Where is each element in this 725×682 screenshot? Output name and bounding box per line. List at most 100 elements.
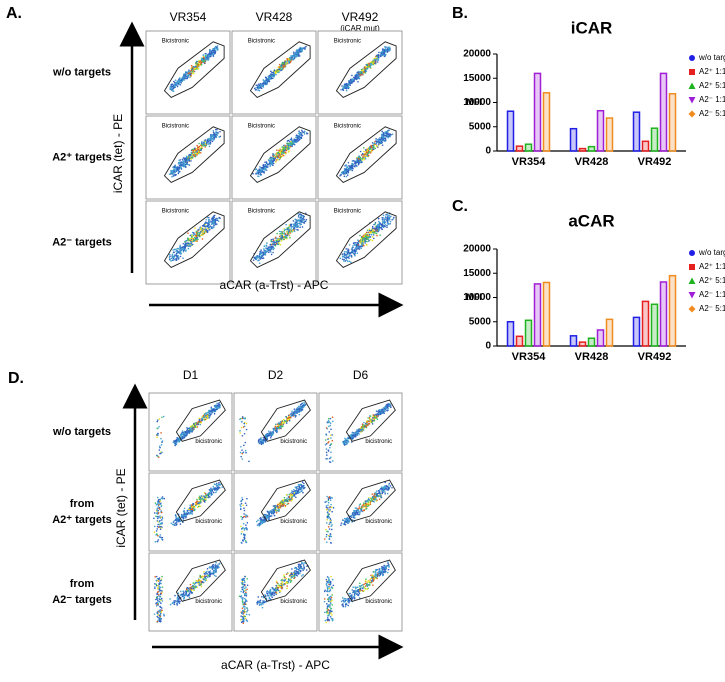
flow-dot [387, 222, 390, 224]
flow-dot [364, 67, 366, 69]
flow-dot [281, 67, 284, 70]
flow-dot [212, 130, 215, 132]
flow-dot [178, 159, 180, 162]
flow-dot [368, 62, 370, 65]
flow-dot [291, 145, 293, 147]
flow-dot [351, 249, 354, 252]
flow-dot [385, 49, 388, 52]
flow-dot [365, 231, 368, 234]
flow-dot [357, 430, 360, 433]
flow-dot [183, 436, 186, 439]
flow-dot [346, 84, 349, 87]
flow-dot [278, 242, 280, 244]
flow-dot [353, 78, 356, 80]
flow-dot [214, 223, 217, 226]
flow-dot [359, 150, 362, 153]
flow-dot [268, 430, 270, 432]
flow-dot [377, 225, 380, 227]
flow-dot [291, 57, 293, 59]
flow-dot [284, 237, 287, 239]
flow-dot [269, 244, 272, 246]
flow-dot [387, 136, 389, 139]
flow-dot [298, 138, 301, 141]
flow-dot [270, 76, 273, 78]
flow-dot [286, 58, 288, 60]
flow-dot [216, 406, 219, 409]
flow-dot [207, 56, 210, 58]
panel-label: A. [6, 5, 22, 22]
flow-dot [326, 457, 329, 460]
flow-dot [256, 86, 259, 89]
flow-dot [177, 169, 179, 172]
flow-dot [209, 492, 212, 494]
flow-dot [359, 159, 362, 161]
gate [335, 41, 397, 98]
flow-dot [377, 143, 380, 146]
flow-dots [339, 129, 394, 178]
flow-dot [376, 234, 378, 237]
flow-dot [362, 237, 364, 240]
flow-dot [286, 227, 289, 229]
flow-dot [212, 55, 215, 57]
flow-dot [172, 175, 175, 177]
flow-dot [199, 61, 201, 63]
flow-dot [288, 147, 291, 149]
flow-dot [264, 434, 266, 437]
flow-dot [190, 69, 193, 72]
flow-dot [384, 218, 387, 221]
flow-dot [391, 218, 393, 221]
flow-dot [352, 437, 354, 440]
flow-dot [195, 151, 197, 153]
flow-dot [350, 168, 352, 170]
flow-dot [184, 159, 186, 161]
flow-dot [176, 84, 178, 86]
flow-dot [240, 455, 242, 458]
flow-dot [161, 451, 163, 454]
flow-dot [378, 141, 381, 144]
flow-dot [196, 236, 199, 239]
flow-dot [303, 48, 306, 50]
flow-dot [200, 230, 202, 233]
flow-dot [214, 221, 217, 223]
flow-dot [154, 540, 157, 543]
flow-dot [356, 429, 358, 431]
flow-dot [207, 227, 209, 230]
flow-dot [365, 423, 368, 426]
flow-dot [200, 62, 202, 65]
flow-dot [196, 66, 199, 68]
flow-dot [331, 434, 333, 436]
flow-dot [210, 51, 213, 54]
flow-dot [256, 254, 259, 257]
flow-dot [270, 253, 273, 256]
flow-dot [169, 85, 172, 88]
flow-dot [176, 518, 179, 520]
flow-dot [327, 438, 329, 440]
flow-dot [285, 153, 287, 155]
flow-dot [347, 171, 350, 174]
flow-dot [342, 89, 345, 91]
flow-dot [300, 223, 303, 226]
flow-dot [197, 63, 200, 66]
flow-dot [374, 57, 376, 59]
flow-dot [185, 250, 187, 252]
flow-dot [368, 228, 371, 231]
flow-dot [211, 489, 214, 492]
flow-dot [240, 417, 242, 420]
flow-dot [346, 259, 348, 262]
flow-dot [161, 416, 163, 419]
flow-dot [171, 257, 174, 259]
flow-dot [387, 405, 389, 408]
flow-dot [302, 406, 304, 409]
flow-dot [366, 238, 368, 240]
flow-dot [157, 499, 160, 501]
flow-dot [290, 138, 293, 141]
flow-dot [285, 228, 288, 231]
flow-dot [188, 159, 191, 162]
flow-dot [207, 54, 210, 57]
flow-dot [364, 232, 367, 235]
flow-dot [304, 46, 306, 49]
flow-dot [355, 160, 358, 162]
flow-dot [204, 498, 207, 500]
flow-dot [372, 148, 375, 151]
flow-dot [208, 218, 211, 221]
